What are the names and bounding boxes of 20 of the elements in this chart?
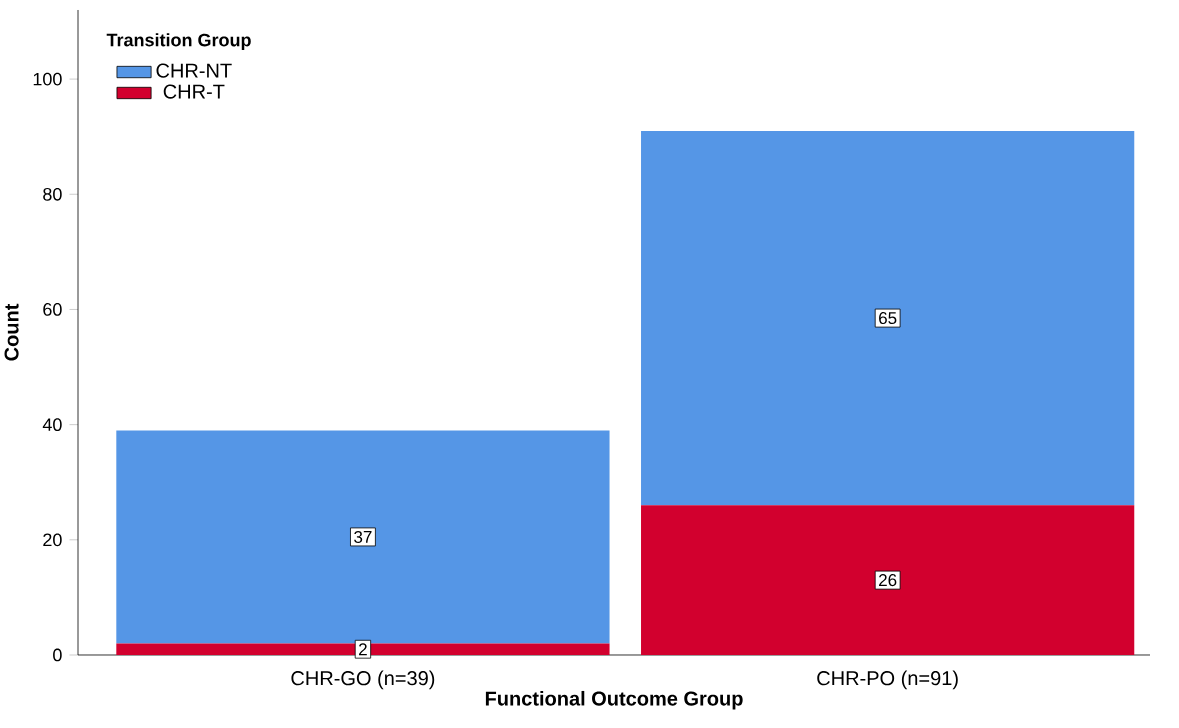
y-tick-label: 60 <box>43 303 62 316</box>
legend-title: Transition Group <box>106 33 251 50</box>
data-label: 37 <box>354 530 372 543</box>
bar <box>116 430 610 644</box>
y-tick-label: 40 <box>42 418 62 432</box>
y-tick-label: 80 <box>43 187 62 201</box>
legend-label: CHR-T <box>163 84 225 99</box>
data-label: 2 <box>359 643 367 656</box>
x-tick-label: CHR-PO (n=91) <box>817 670 958 690</box>
bar <box>641 505 1135 655</box>
legend-label: CHR-NT <box>156 63 232 78</box>
y-tick-label: 0 <box>53 648 62 662</box>
data-label: 65 <box>879 312 897 325</box>
data-label: 26 <box>879 574 897 587</box>
x-axis-title: Functional Outcome Group <box>485 690 743 710</box>
y-tick-label: 100 <box>33 72 62 86</box>
y-tick-label: 20 <box>43 533 62 547</box>
x-tick-label: CHR-GO (n=39) <box>291 670 435 690</box>
bar <box>641 130 1135 506</box>
y-axis-title: Count <box>4 303 19 361</box>
